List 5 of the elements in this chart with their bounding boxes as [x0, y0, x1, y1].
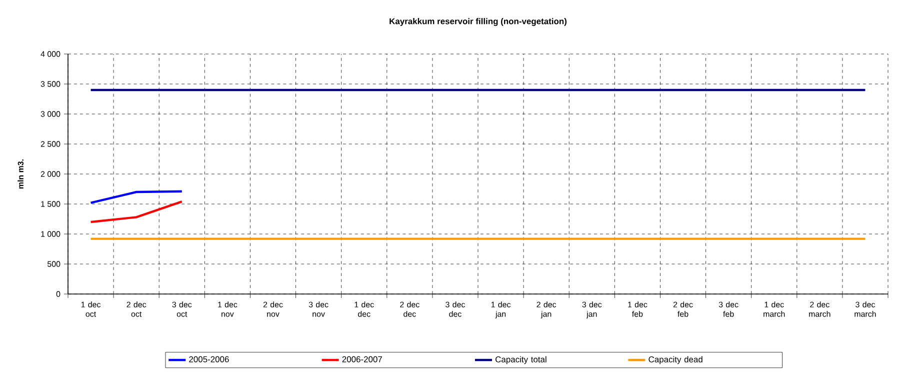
chart-title: Kayrakkum reservoir filling (non-vegetation): [390, 18, 567, 26]
legend-label: 2005-2006: [189, 356, 229, 362]
legend-label: Capacity total: [496, 356, 546, 364]
legend-label: 2006-2007: [342, 356, 382, 362]
legend-label: Capacity dead: [648, 356, 702, 364]
